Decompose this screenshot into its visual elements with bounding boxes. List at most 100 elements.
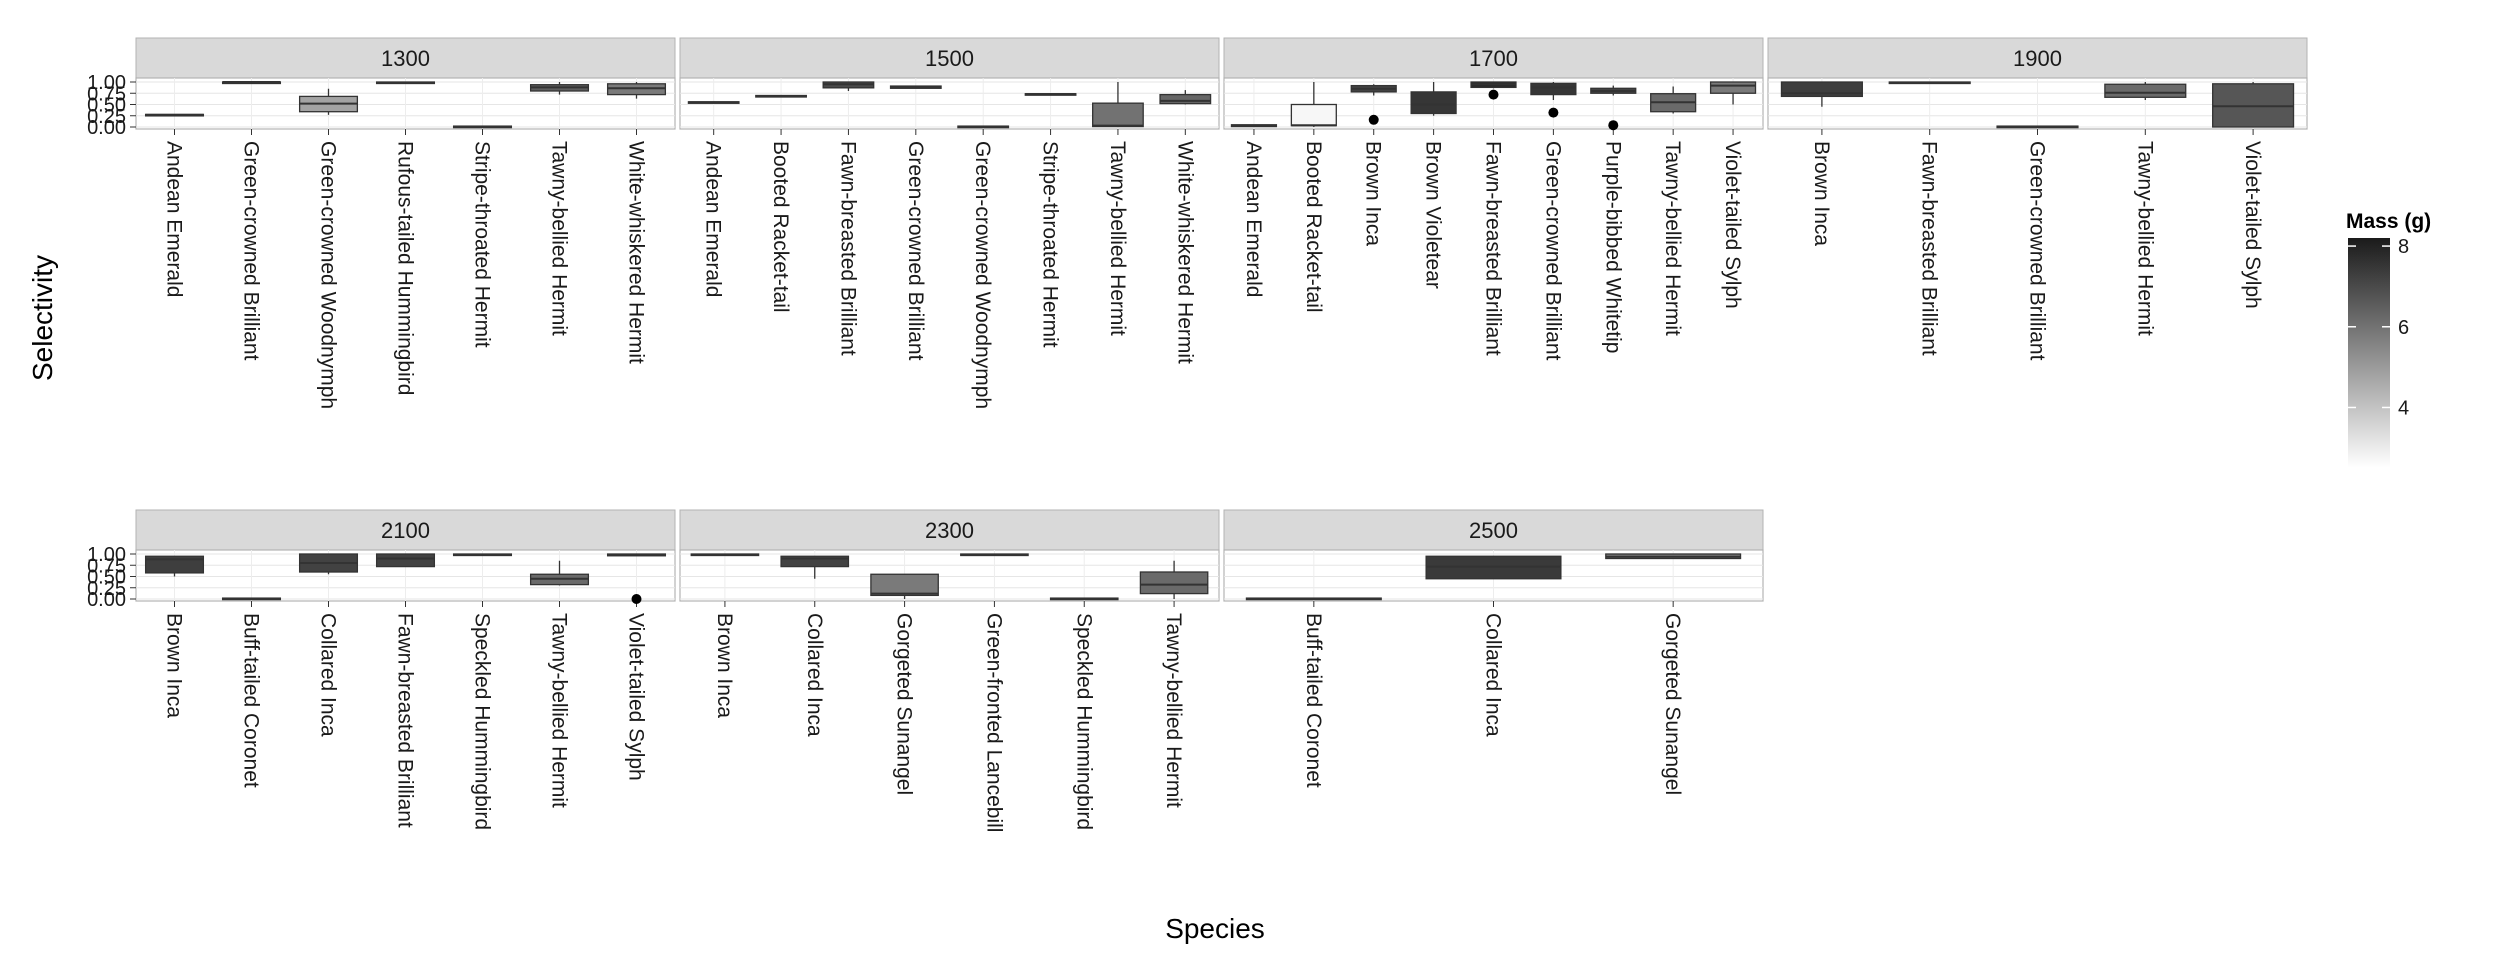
box-group: Collared Inca [298,553,359,737]
facet-strip-label: 1700 [1469,46,1518,71]
facet-strip-label: 2500 [1469,518,1518,543]
species-label: Rufous-tailed Hummingbird [394,141,417,395]
box-group: Fawn-breasted Brilliant [1888,81,1971,356]
species-label: Brown Inca [1810,141,1833,246]
box-group: Booted Racket-tail [755,94,807,313]
species-label: White-whiskered Hermit [625,141,648,364]
box-group: Fawn-breasted Brilliant [822,81,875,356]
box [1709,81,1757,94]
box-group: Brown Inca [690,553,760,718]
species-label: Andean Emerald [163,141,186,297]
facet-strip [1767,37,2308,79]
species-label: Speckled Hummingbird [1072,613,1095,830]
species-label: Violet-tailed Sylph [2241,141,2264,309]
box-group: Tawny-bellied Hermit [2104,82,2187,336]
y-tick-label: 0.00 [87,117,126,139]
species-label: Buff-tailed Coronet [1302,613,1325,788]
y-tick-label: 0.25 [87,106,126,128]
facet-strip [135,37,676,79]
facet-plot-area [679,549,1220,602]
box-group: Rufous-tailed Hummingbird [375,81,436,395]
species-label: Booted Racket-tail [769,141,792,313]
species-label: Brown Violetear [1422,141,1445,289]
box [1139,571,1209,595]
species-label: Brown Inca [163,613,186,718]
facet-panel: 1900 Brown Inca Fawn-breasted Brilliant Gre… [1767,37,2308,361]
box-group: Buff-tailed Coronet [221,597,282,788]
box-group: Fawn-breasted Brilliant [1470,81,1517,356]
box-group: Speckled Hummingbird [452,553,513,830]
species-label: Tawny-bellied Hermit [2133,141,2156,336]
outlier-point [1608,120,1619,131]
species-label: Speckled Hummingbird [471,613,494,830]
y-tick-label: 0.75 [87,83,126,105]
outlier-point [631,594,642,604]
box [1159,93,1212,105]
box-group: Green-fronted Lancebill [960,553,1029,832]
box-group: Tawny-bellied Hermit [1139,560,1209,808]
box-group: Violet-tailed Sylph [606,553,667,781]
species-label: Violet-tailed Sylph [625,613,648,781]
x-axis-title: Species [1165,913,1265,944]
box-group: Andean Emerald [687,101,740,297]
species-label: Tawny-bellied Hermit [548,141,571,336]
box-group: Tawny-bellied Hermit [1650,86,1697,336]
y-tick-label: 0.00 [87,589,126,611]
species-label: Green-crowned Brilliant [904,141,927,361]
y-tick-label: 1.00 [87,544,126,566]
box [870,573,939,597]
y-tick-label: 0.25 [87,578,126,600]
facet-strip-label: 1500 [925,46,974,71]
species-label: Brown Inca [713,613,736,718]
species-label: Collared Inca [317,613,340,737]
species-label: Green-crowned Brilliant [1541,141,1564,361]
legend-colorbar [2348,238,2390,468]
species-label: Andean Emerald [702,141,725,297]
outlier-point [1488,89,1499,100]
box-group: Tawny-bellied Hermit [529,560,590,808]
species-label: Fawn-breasted Brilliant [1918,141,1941,356]
legend-ticks: 4 6 8 [2348,236,2409,419]
box-group: White-whiskered Hermit [606,82,667,364]
box-group: Green-crowned Brilliant [889,85,942,361]
species-label: Green-crowned Woodnymph [317,141,340,409]
y-tick-label: 1.00 [87,72,126,94]
box-group: Green-crowned Brilliant [1996,125,2079,361]
species-label: Gorgeted Sunangel [893,613,916,795]
species-label: Stripe-throated Hermit [471,141,494,348]
facet-panel: 2100 0.000.250.500.751.00 Brown Inca Buff-t… [87,509,676,830]
facet-panel: 2300 Brown Inca Collared Inca Gorgeted Suna… [679,509,1220,832]
box [1290,103,1337,127]
box-group: Green-crowned Woodnymph [957,125,1010,409]
species-label: Violet-tailed Sylph [1721,141,1744,309]
y-tick-label: 0.50 [87,567,126,589]
box-group: Gorgeted Sunangel [1605,553,1742,795]
legend-tick-label: 6 [2398,317,2409,339]
species-label: Tawny-bellied Hermit [1106,141,1129,336]
facet-panel: 1500 Andean Emerald Booted Racket-tail Fawn… [679,37,1220,409]
box [2104,83,2187,98]
box-group: Andean Emerald [1230,124,1278,297]
box-group: Booted Racket-tail [1290,82,1337,313]
box-group: Collared Inca [780,555,850,737]
box-group: Buff-tailed Coronet [1245,597,1382,788]
y-tick-label: 0.50 [87,95,126,117]
species-label: Booted Racket-tail [1302,141,1325,313]
box-group: Purple-bibbed Whitetip [1590,85,1637,353]
species-label: Collared Inca [803,613,826,737]
box-group: Speckled Hummingbird [1049,597,1119,830]
box-group: Green-crowned Brilliant [221,81,282,361]
species-label: Green-crowned Brilliant [2026,141,2049,361]
species-label: Green-crowned Brilliant [240,141,263,361]
species-label: Andean Emerald [1242,141,1265,297]
box-group: Andean Emerald [144,113,205,297]
y-tick-label: 0.75 [87,555,126,577]
legend: Mass (g) 4 6 8 [2346,210,2431,468]
box [375,553,436,568]
facet-strip [1223,509,1764,551]
box-group: Fawn-breasted Brilliant [375,553,436,828]
facet-strip [679,37,1220,79]
box [1092,102,1144,128]
facet-panel: 1300 0.000.250.500.751.00 Andean Emerald Gr… [87,37,676,409]
box-group: White-whiskered Hermit [1159,90,1212,364]
